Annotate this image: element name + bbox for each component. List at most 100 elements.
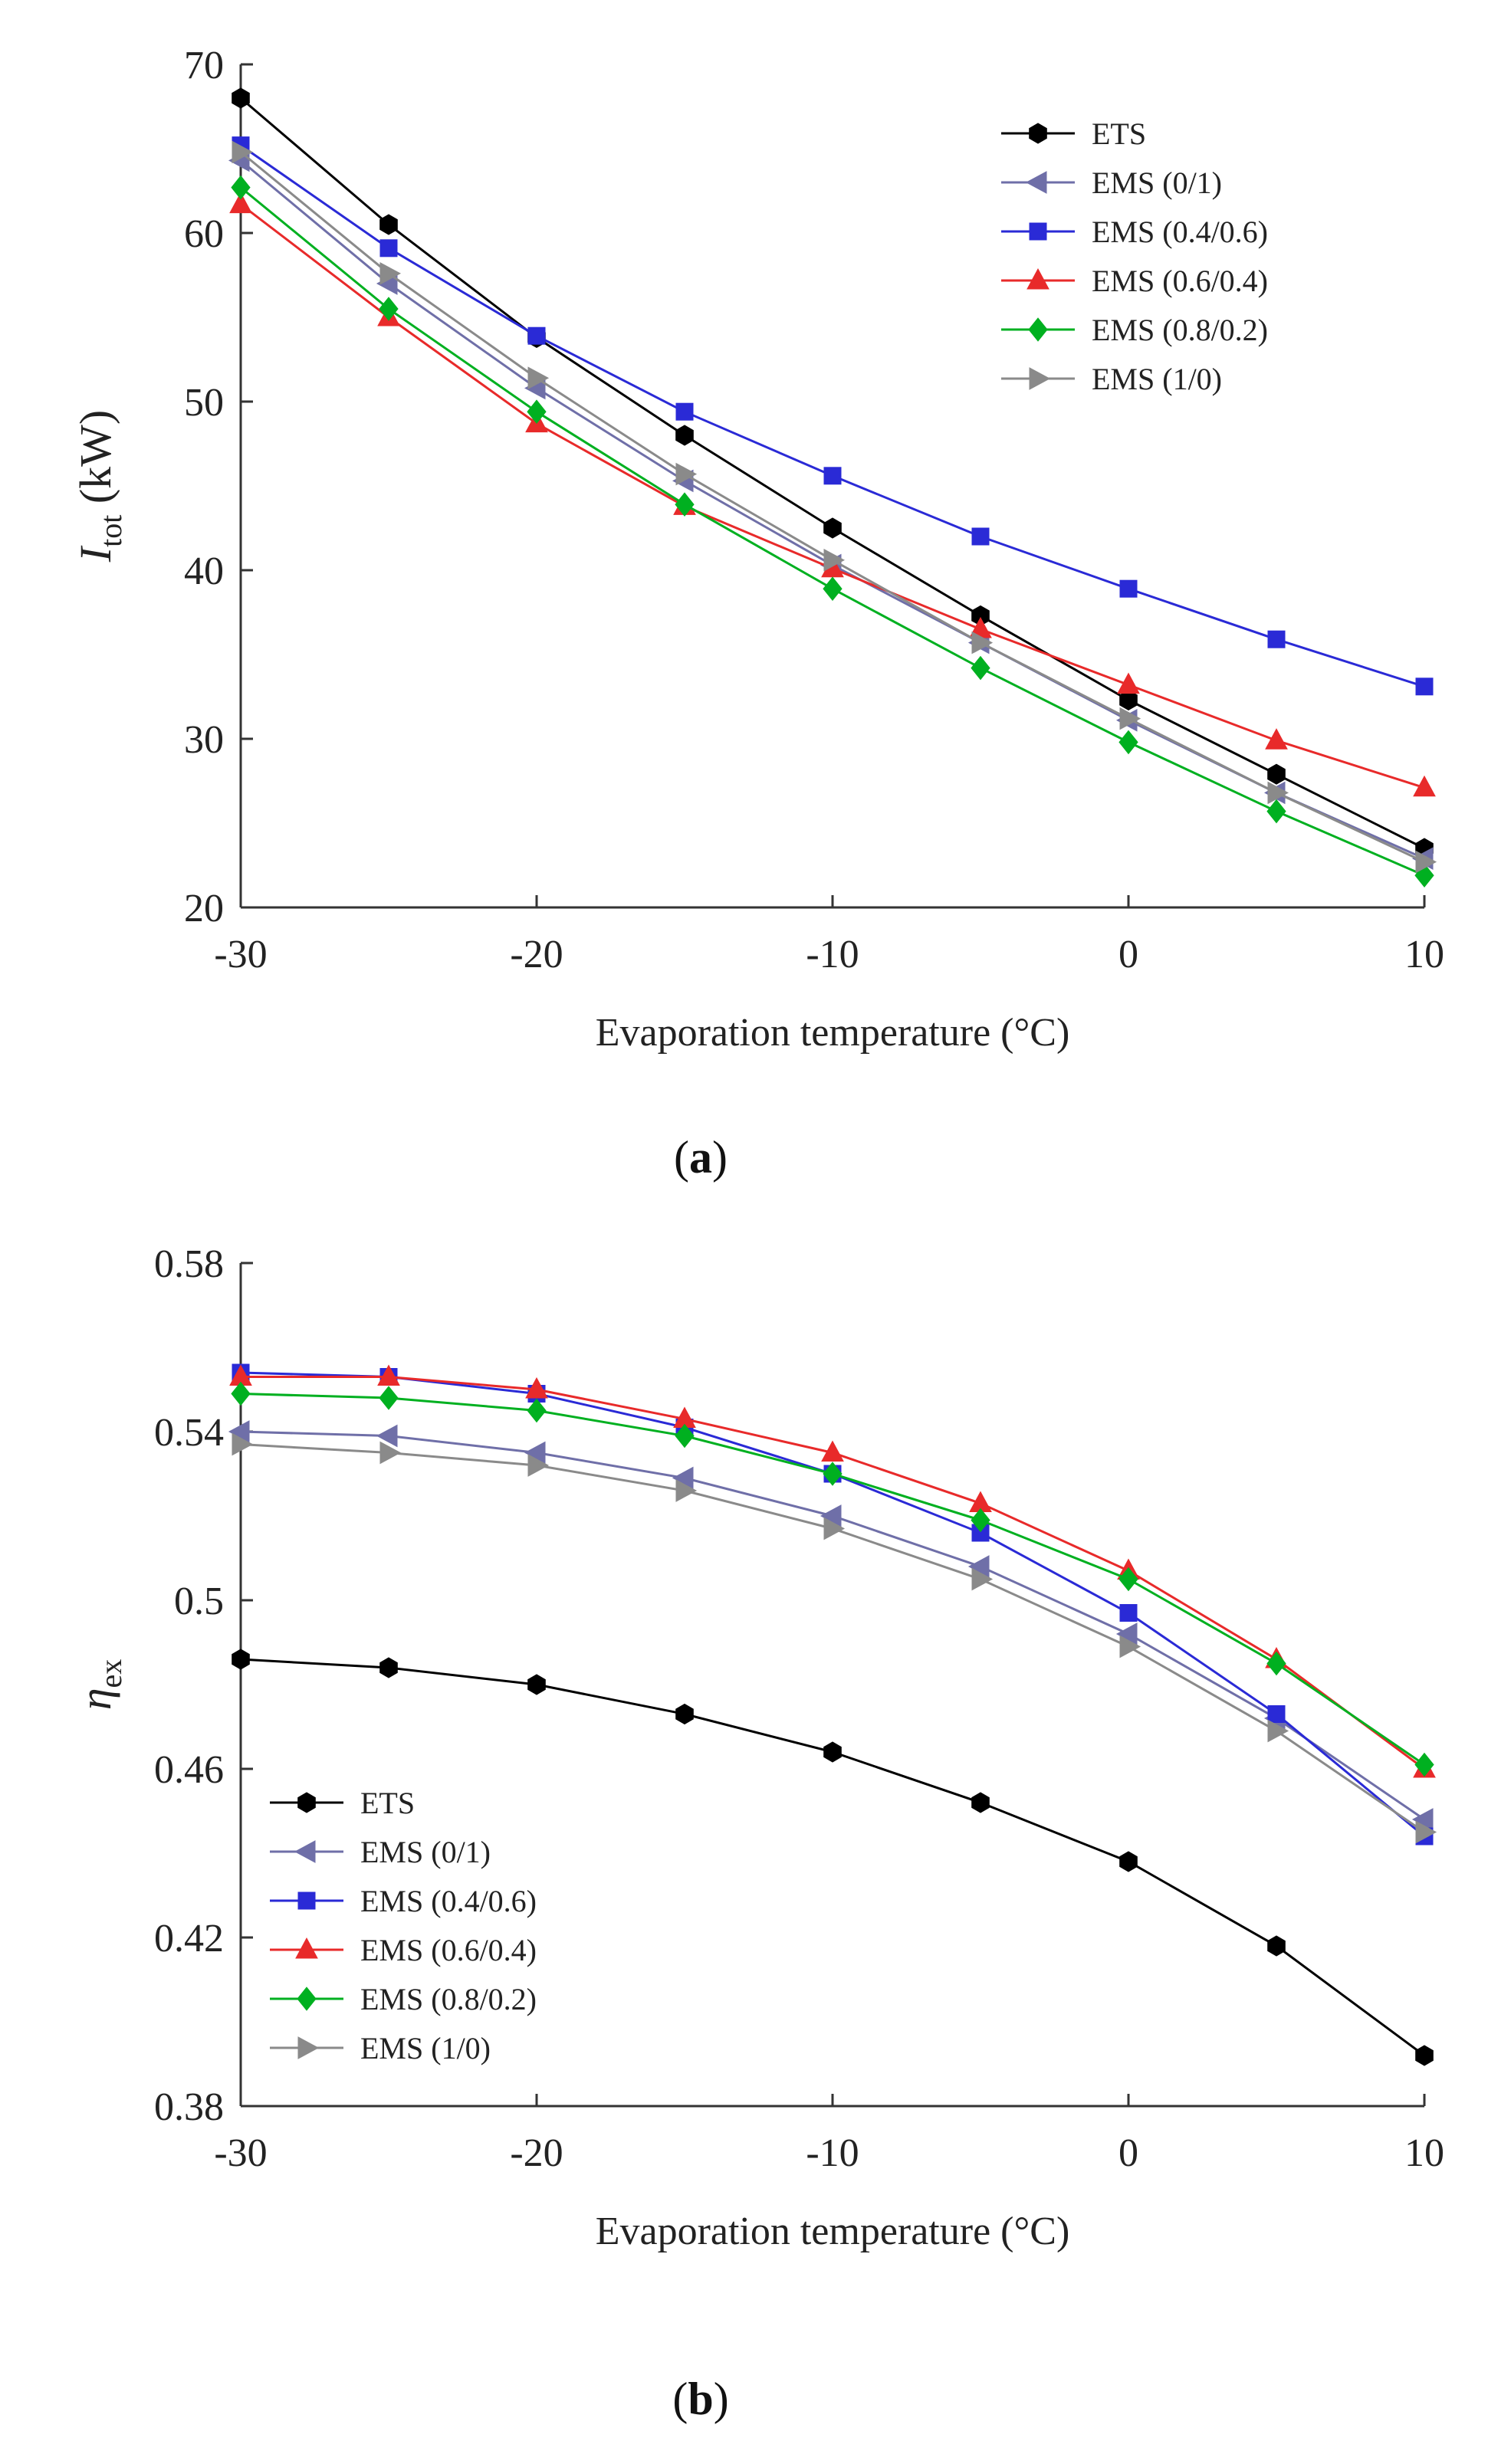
data-point [675, 1423, 695, 1449]
legend-label: EMS (1/0) [1092, 362, 1222, 396]
chart-b-svg: -30 -20 -10 0 10 0.38 0.42 0.46 0.5 0.54 0.58 Evapo… [71, 1242, 1444, 2424]
data-point [1119, 689, 1138, 710]
legend-label: EMS (0.4/0.6) [1092, 215, 1268, 249]
y-tick-label: 0.42 [154, 1917, 224, 1960]
data-point [1119, 579, 1138, 598]
x-tick-label: -20 [510, 933, 563, 976]
y-tick-label: 0.46 [154, 1748, 224, 1792]
legend: ETS EMS (0/1) EMS (0.4/0.6) EMS (0.6/0.4) EM… [270, 1786, 537, 2065]
legend-marker [1029, 367, 1051, 390]
series-5 [232, 140, 1437, 874]
legend-marker [1026, 267, 1049, 290]
data-point [379, 261, 402, 285]
panel-label-close: ) [714, 2374, 729, 2424]
chart-a-svg: -30 -20 -10 0 10 20 30 40 50 60 70 Evaporation temp… [71, 44, 1444, 1183]
data-point [377, 1364, 400, 1386]
data-point [379, 1441, 402, 1465]
data-point [376, 1424, 398, 1448]
legend-item: EMS (1/0) [1001, 362, 1222, 396]
legend-label: ETS [360, 1786, 415, 1820]
legend-label: EMS (0/1) [1092, 166, 1222, 200]
data-point [231, 175, 251, 200]
legend-label: EMS (1/0) [360, 2031, 491, 2065]
series-4 [231, 175, 1434, 888]
panel-label-open: ( [674, 1132, 689, 1183]
data-point [379, 239, 398, 258]
y-tick-label: 20 [184, 887, 224, 930]
y-tick-label: 50 [184, 381, 224, 425]
panel-label-close: ) [712, 1132, 728, 1183]
data-point [823, 1462, 843, 1486]
series-line [240, 151, 1425, 863]
data-point [971, 1508, 990, 1533]
data-point [675, 462, 698, 486]
data-point [1267, 630, 1286, 648]
data-point [971, 655, 990, 681]
data-point [1267, 1719, 1289, 1743]
panel-label-letter: a [689, 1132, 712, 1183]
legend-marker [297, 1987, 317, 2011]
legend-marker [1025, 171, 1047, 194]
data-point [1267, 763, 1286, 785]
data-point [675, 425, 694, 446]
data-point [1118, 730, 1138, 755]
legend-marker [297, 2036, 320, 2059]
series-0 [232, 1649, 1434, 2066]
chart-panel-b: -30 -20 -10 0 10 0.38 0.42 0.46 0.5 0.54 0.58 Evapo… [0, 1226, 1511, 2464]
data-point [379, 1657, 398, 1678]
x-tick-label: -10 [806, 933, 859, 976]
series-line [241, 1376, 1425, 1770]
legend-marker [294, 1840, 316, 1863]
data-point [527, 1454, 550, 1477]
data-point [527, 366, 550, 390]
y-axis-label: Itot (kW) [71, 410, 128, 563]
data-point [1266, 799, 1286, 824]
data-point [527, 326, 546, 345]
panel-label-open: ( [672, 2374, 688, 2424]
x-tick-label: 0 [1118, 2131, 1138, 2175]
data-point [821, 1440, 844, 1462]
legend-marker [297, 1891, 316, 1910]
y-axis-label: ηex [71, 1659, 128, 1711]
y-tick-label: 40 [184, 550, 224, 593]
data-point [823, 1517, 846, 1540]
legend-label: EMS (0.4/0.6) [360, 1884, 537, 1918]
y-tick-label: 60 [184, 212, 224, 256]
legend-item: EMS (0.6/0.4) [270, 1933, 537, 1967]
data-point [1267, 781, 1289, 805]
y-tick-label: 0.58 [154, 1242, 224, 1286]
series-4 [231, 1381, 1434, 1777]
data-point [1119, 707, 1141, 730]
legend-marker [1029, 123, 1047, 144]
data-point [675, 492, 695, 517]
data-point [1415, 850, 1437, 874]
data-point [379, 1386, 399, 1410]
y-tick-label: 70 [184, 44, 224, 87]
x-axis-label: Evaporation temperature (°C) [596, 1011, 1070, 1055]
data-point [823, 576, 843, 602]
x-tick-label: 10 [1404, 2131, 1444, 2175]
data-point [675, 1703, 694, 1725]
legend-marker [297, 1792, 316, 1813]
legend-item: EMS (0.4/0.6) [1001, 215, 1268, 249]
x-tick-label: 0 [1118, 933, 1138, 976]
data-point [1414, 1752, 1434, 1777]
legend-label: ETS [1092, 116, 1146, 151]
x-tick-label: 10 [1404, 933, 1444, 976]
data-point [232, 140, 254, 164]
data-point [971, 631, 994, 655]
y-tick-label: 0.5 [174, 1580, 224, 1623]
legend-item: EMS (0.8/0.2) [270, 1982, 537, 2016]
data-point [823, 1741, 842, 1763]
data-point [527, 1398, 547, 1423]
y-axis-label-symbol: I [71, 545, 120, 563]
chart-panel-a: -30 -20 -10 0 10 20 30 40 50 60 70 Evaporation temp… [0, 0, 1511, 1226]
series-2 [232, 1363, 1434, 1846]
data-point [1119, 1604, 1138, 1622]
legend-item: ETS [1001, 116, 1146, 151]
data-point [1415, 2045, 1434, 2066]
legend: ETS EMS (0/1) EMS (0.4/0.6) EMS (0.6/0.4) EM… [1001, 116, 1268, 396]
legend-item: EMS (0.8/0.2) [1001, 313, 1268, 347]
data-point [823, 467, 842, 485]
data-point [675, 402, 694, 421]
